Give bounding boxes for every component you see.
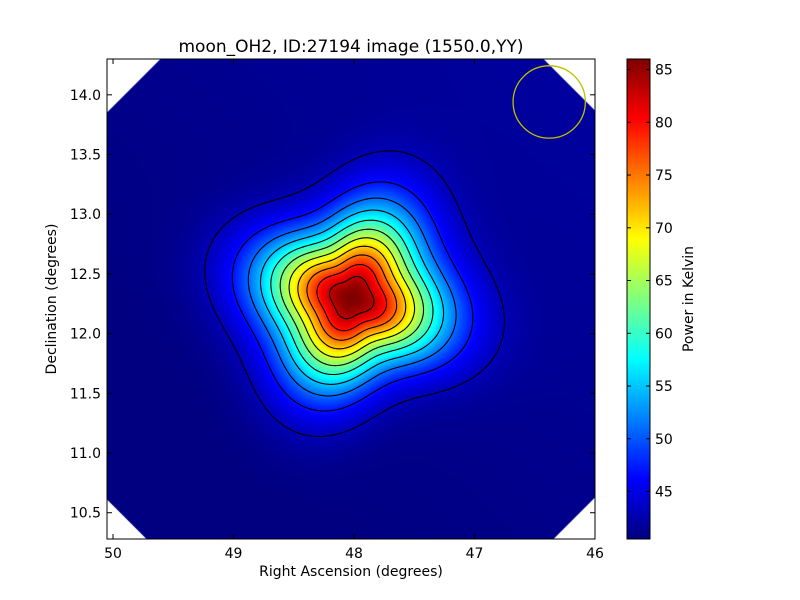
x-axis-label: Right Ascension (degrees) — [259, 564, 443, 580]
y-tick-label: 13.5 — [70, 148, 101, 164]
y-tick-label: 11.0 — [70, 446, 101, 462]
chart-title: moon_OH2, ID:27194 image (1550.0,YY) — [178, 37, 523, 57]
contour-line — [204, 150, 506, 438]
colorbar-ticks: 45 50 55 60 65 70 75 80 85 — [627, 63, 673, 501]
contour-line — [247, 197, 457, 397]
colorbar-tick-label: 65 — [655, 274, 673, 290]
contour-line — [259, 209, 445, 385]
contour-line — [316, 263, 388, 332]
x-axis-ticks: 50 49 48 47 46 — [104, 59, 604, 562]
x-tick-label: 46 — [586, 546, 604, 562]
colorbar-tick-label: 50 — [655, 432, 673, 448]
y-axis-ticks: 10.5 11.0 11.5 12.0 12.5 13.0 13.5 14.0 — [70, 88, 595, 522]
colorbar-tick-label: 55 — [655, 379, 673, 395]
x-tick-label: 50 — [104, 546, 122, 562]
colorbar-tick-label: 70 — [655, 221, 673, 237]
contour-line — [306, 254, 398, 341]
contour-line — [270, 219, 434, 376]
contour-line — [328, 275, 375, 320]
y-tick-label: 10.5 — [70, 506, 101, 522]
heatmap-layer — [107, 59, 595, 539]
colorbar-gradient — [627, 59, 650, 539]
colorbar-tick-label: 80 — [655, 115, 673, 131]
colorbar: 45 50 55 60 65 70 75 80 85 Power in Kelvin — [626, 58, 697, 540]
contour-line — [231, 181, 474, 412]
heatmap-image — [107, 59, 595, 539]
colorbar-label: Power in Kelvin — [681, 246, 697, 352]
x-tick-label: 48 — [345, 546, 363, 562]
beam-circle — [512, 65, 587, 139]
y-axis-label: Declination (degrees) — [44, 224, 60, 375]
contour-lines — [204, 150, 506, 438]
y-tick-label: 11.5 — [70, 386, 101, 402]
x-tick-label: 49 — [225, 546, 243, 562]
colorbar-frame — [626, 58, 651, 540]
x-tick-label: 47 — [466, 546, 484, 562]
colorbar-tick-label: 85 — [655, 63, 673, 79]
contour-line — [288, 237, 416, 358]
y-tick-label: 12.5 — [70, 267, 101, 283]
y-tick-label: 12.0 — [70, 327, 101, 343]
colorbar-tick-label: 60 — [655, 326, 673, 342]
contour-line — [297, 245, 407, 350]
y-tick-label: 13.0 — [70, 207, 101, 223]
y-tick-label: 14.0 — [70, 88, 101, 104]
contour-line — [279, 228, 425, 367]
plot-frame — [106, 58, 596, 540]
colorbar-tick-label: 75 — [655, 168, 673, 184]
colorbar-tick-label: 45 — [655, 485, 673, 501]
